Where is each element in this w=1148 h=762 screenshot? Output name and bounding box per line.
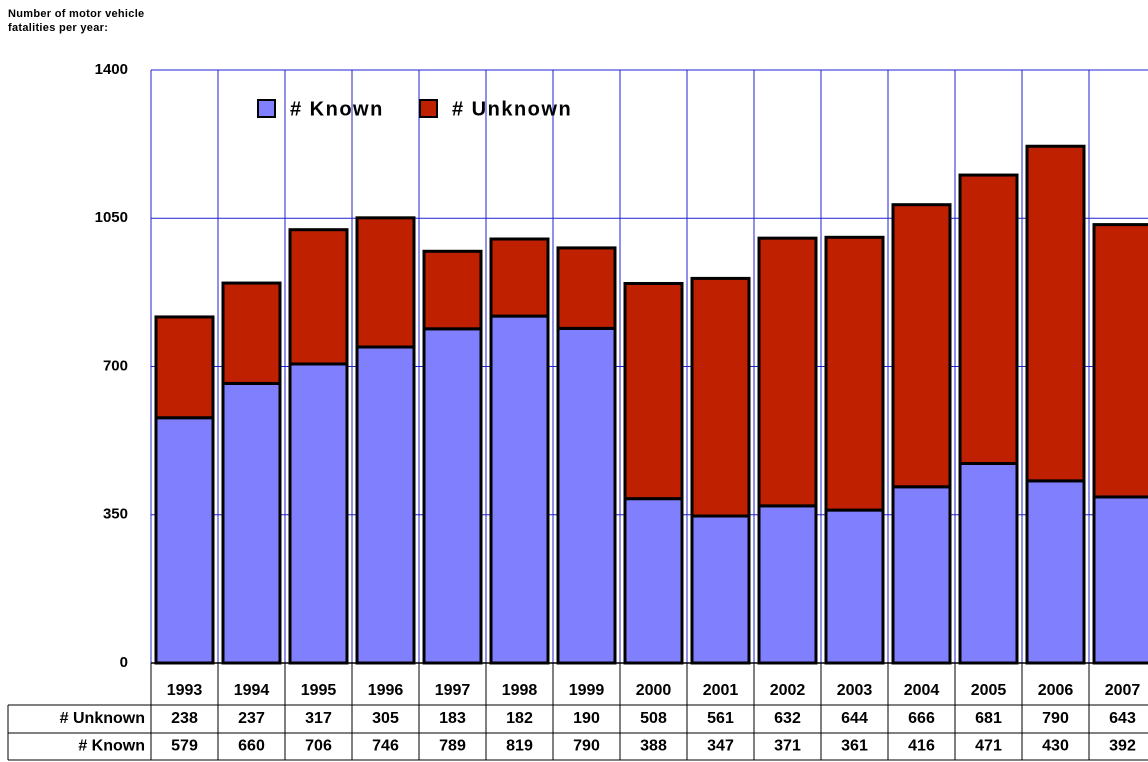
bar-segment <box>958 461 1019 665</box>
y-tick-label: 1050 <box>95 209 128 226</box>
x-tick-label: 1994 <box>234 682 270 699</box>
legend-label: # Known <box>290 98 384 120</box>
legend-swatch <box>419 99 438 118</box>
table-cell: 819 <box>506 738 533 755</box>
table-cell: 643 <box>1109 710 1136 727</box>
x-tick-label: 2003 <box>837 682 873 699</box>
x-tick-label: 2004 <box>904 682 940 699</box>
y-tick-label: 0 <box>120 654 128 671</box>
table-cell: 508 <box>640 710 667 727</box>
bar-segment <box>757 504 818 665</box>
y-tick-label: 1400 <box>95 61 128 78</box>
bar-segment <box>1092 495 1148 665</box>
bar-segment <box>489 314 550 665</box>
bar-segment <box>422 249 483 331</box>
bar-segment <box>690 276 751 518</box>
bar-segment <box>824 235 885 512</box>
x-tick-label: 2007 <box>1105 682 1141 699</box>
bar-segment <box>221 381 282 665</box>
bar-segment <box>489 237 550 318</box>
table-cell: 666 <box>908 710 935 727</box>
legend-label: # Unknown <box>452 98 572 120</box>
table-cell: 237 <box>238 710 265 727</box>
table-cell: 790 <box>1042 710 1069 727</box>
table-cell: 632 <box>774 710 801 727</box>
x-tick-label: 2002 <box>770 682 806 699</box>
x-tick-label: 1998 <box>502 682 538 699</box>
chart-title: Number of motor vehicle fatalities per y… <box>8 8 145 34</box>
bar-segment <box>288 228 349 366</box>
table-cell: 317 <box>305 710 332 727</box>
bar-segment <box>288 362 349 665</box>
bar-segment <box>891 203 952 489</box>
table-cell: 388 <box>640 738 667 755</box>
table-cell: 579 <box>171 738 198 755</box>
table-cell: 561 <box>707 710 734 727</box>
table-cell: 746 <box>372 738 399 755</box>
bar-segment <box>891 485 952 665</box>
x-tick-label: 2000 <box>636 682 672 699</box>
table-cell: 706 <box>305 738 332 755</box>
y-tick-label: 350 <box>103 506 128 523</box>
x-tick-label: 1993 <box>167 682 203 699</box>
x-tick-label: 1996 <box>368 682 404 699</box>
table-cell: 190 <box>573 710 600 727</box>
table-cell: 183 <box>439 710 466 727</box>
table-cell: 471 <box>975 738 1002 755</box>
bar-segment <box>154 315 215 420</box>
table-cell: 361 <box>841 738 868 755</box>
x-tick-label: 1999 <box>569 682 605 699</box>
bar-segment <box>1092 223 1148 499</box>
table-row-label: # Known <box>78 738 145 755</box>
table-cell: 371 <box>774 738 801 755</box>
bar-segment <box>422 327 483 665</box>
bar-segment <box>556 326 617 665</box>
x-tick-label: 2006 <box>1038 682 1074 699</box>
bar-segment <box>757 236 818 508</box>
table-cell: 644 <box>841 710 868 727</box>
table-cell: 238 <box>171 710 198 727</box>
table-row-label: # Unknown <box>60 710 145 727</box>
bar-segment <box>690 514 751 665</box>
table-cell: 681 <box>975 710 1002 727</box>
x-tick-label: 1995 <box>301 682 337 699</box>
bar-segment <box>623 497 684 665</box>
y-tick-label: 700 <box>103 357 128 374</box>
bar-segment <box>221 281 282 385</box>
table-cell: 392 <box>1109 738 1136 755</box>
table-cell: 430 <box>1042 738 1069 755</box>
bar-segment <box>355 216 416 349</box>
bar-segment <box>154 416 215 665</box>
table-cell: 789 <box>439 738 466 755</box>
table-cell: 347 <box>707 738 734 755</box>
x-tick-label: 1997 <box>435 682 471 699</box>
table-cell: 305 <box>372 710 399 727</box>
bar-segment <box>623 281 684 501</box>
bar-segment <box>1025 144 1086 483</box>
bar-segment <box>958 173 1019 465</box>
bar-segment <box>1025 479 1086 665</box>
table-cell: 182 <box>506 710 533 727</box>
x-tick-label: 2005 <box>971 682 1007 699</box>
bar-segment <box>355 345 416 665</box>
table-cell: 790 <box>573 738 600 755</box>
table-cell: 416 <box>908 738 935 755</box>
legend-swatch <box>257 99 276 118</box>
table-cell: 660 <box>238 738 265 755</box>
bar-segment <box>824 508 885 665</box>
bar-segment <box>556 246 617 330</box>
x-tick-label: 2001 <box>703 682 739 699</box>
